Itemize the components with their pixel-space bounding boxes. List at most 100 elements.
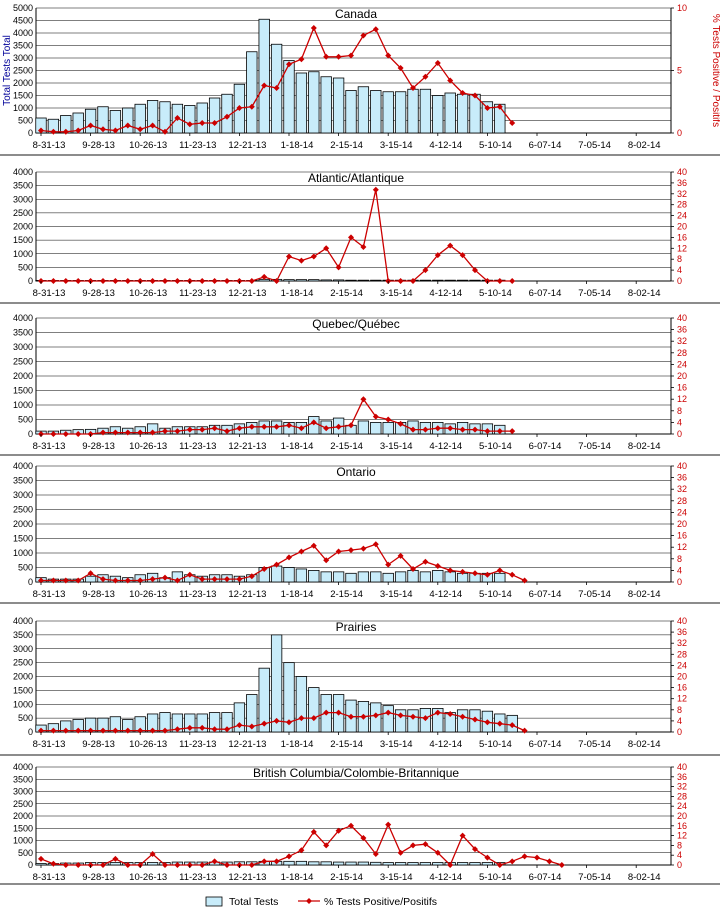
x-tick-label: 11-23-13 — [179, 872, 216, 883]
y2-tick-label: 4 — [677, 565, 682, 575]
x-tick-label: 11-23-13 — [179, 739, 216, 750]
y-tick-label: 2500 — [13, 658, 33, 668]
pct-positive-point — [211, 576, 218, 583]
x-tick-label: 9-28-13 — [82, 872, 115, 883]
x-tick-label: 8-31-13 — [33, 739, 66, 750]
pct-positive-point — [273, 85, 280, 91]
x-tick-label: 10-26-13 — [129, 739, 167, 750]
y2-tick-label: 20 — [677, 222, 687, 232]
x-tick-label: 5-10-14 — [479, 441, 512, 452]
y-tick-label: 500 — [18, 848, 33, 858]
pct-positive-point — [174, 428, 181, 435]
pct-positive-point — [422, 267, 429, 274]
bar — [407, 709, 419, 733]
pct-positive-point — [323, 709, 330, 716]
bar — [357, 86, 370, 134]
pct-positive-point — [273, 423, 280, 430]
pct-positive-point — [112, 429, 119, 436]
pct-positive-point — [286, 719, 292, 726]
x-tick-label: 5-10-14 — [479, 872, 512, 883]
y2-tick-label: 4 — [677, 850, 682, 860]
legend-line-marker — [306, 898, 312, 904]
pct-positive-point — [472, 716, 478, 723]
pct-positive-point — [472, 570, 478, 577]
x-tick-label: 1-18-14 — [281, 739, 314, 750]
pct-positive-point — [397, 712, 404, 719]
panel-title: Atlantic/Atlantique — [308, 171, 404, 185]
pct-positive-point — [174, 726, 181, 733]
x-tick-label: 3-15-14 — [380, 140, 413, 151]
y2-tick-label: 28 — [677, 348, 687, 358]
bar — [345, 861, 357, 866]
x-tick-label: 12-21-13 — [228, 140, 266, 151]
pct-positive-point — [124, 278, 131, 284]
bar — [84, 108, 97, 134]
pct-positive-point — [248, 573, 255, 580]
pct-positive-point — [261, 720, 268, 727]
bar — [394, 571, 407, 583]
legend: Total Tests % Tests Positive/Positifs — [205, 896, 437, 908]
x-tick-label: 9-28-13 — [82, 288, 115, 299]
pct-positive-point — [434, 425, 441, 432]
bar — [432, 570, 444, 583]
pct-positive-point — [236, 425, 243, 432]
x-tick-label: 5-10-14 — [479, 140, 512, 151]
pct-positive-point — [248, 103, 255, 110]
bar — [419, 571, 432, 583]
pct-positive-point — [137, 577, 144, 584]
x-tick-label: 8-02-14 — [628, 739, 661, 750]
pct-positive-point — [162, 862, 168, 868]
bar — [97, 106, 109, 134]
x-tick-label: 3-15-14 — [380, 441, 413, 452]
bar — [332, 861, 345, 866]
legend-bar-swatch — [205, 896, 223, 907]
pct-positive-point — [174, 577, 181, 584]
pct-positive-point — [112, 127, 119, 134]
bar — [320, 76, 332, 134]
y2-tick-label: 28 — [677, 496, 687, 506]
bar — [270, 565, 283, 583]
pct-positive-point — [509, 858, 516, 865]
bar — [295, 72, 308, 134]
x-tick-label: 1-18-14 — [281, 441, 314, 452]
y2-tick-label: 36 — [677, 772, 687, 782]
x-tick-label: 6-07-14 — [529, 739, 562, 750]
x-tick-label: 8-02-14 — [628, 441, 661, 452]
pct-positive-point — [100, 727, 106, 734]
x-tick-label: 8-31-13 — [33, 288, 66, 299]
pct-positive-point — [298, 56, 305, 63]
y-tick-label: 2000 — [13, 672, 33, 682]
pct-positive-point — [335, 827, 342, 834]
pct-positive-point — [38, 855, 44, 862]
pct-positive-point — [298, 425, 305, 432]
bar — [332, 571, 345, 583]
bar — [394, 709, 407, 733]
x-tick-label: 6-07-14 — [529, 872, 562, 883]
y-tick-label: 2000 — [13, 222, 33, 232]
x-tick-label: 11-23-13 — [179, 288, 216, 299]
bar — [357, 571, 370, 583]
pct-positive-point — [434, 849, 441, 856]
y-tick-label: 4500 — [13, 16, 33, 26]
bar — [456, 862, 469, 866]
y-tick-label: 1000 — [13, 699, 33, 709]
y-tick-label: 0 — [28, 128, 33, 138]
pct-positive-point — [149, 727, 156, 734]
bar — [196, 102, 208, 134]
y2-tick-label: 0 — [677, 128, 682, 138]
y-tick-label: 4000 — [13, 28, 33, 38]
x-tick-label: 11-23-13 — [179, 589, 216, 600]
x-tick-label: 5-10-14 — [479, 739, 512, 750]
pct-positive-point — [100, 126, 106, 133]
x-tick-label: 3-15-14 — [380, 739, 413, 750]
bar — [295, 860, 308, 866]
y2-tick-label: 24 — [677, 507, 687, 517]
y-tick-label: 1500 — [13, 823, 33, 833]
pct-positive-point — [137, 429, 144, 436]
pct-positive-point — [372, 26, 379, 33]
x-tick-label: 6-07-14 — [529, 288, 562, 299]
pct-positive-point — [162, 574, 168, 581]
pct-positive-point — [112, 855, 119, 862]
y-tick-label: 2000 — [13, 78, 33, 88]
